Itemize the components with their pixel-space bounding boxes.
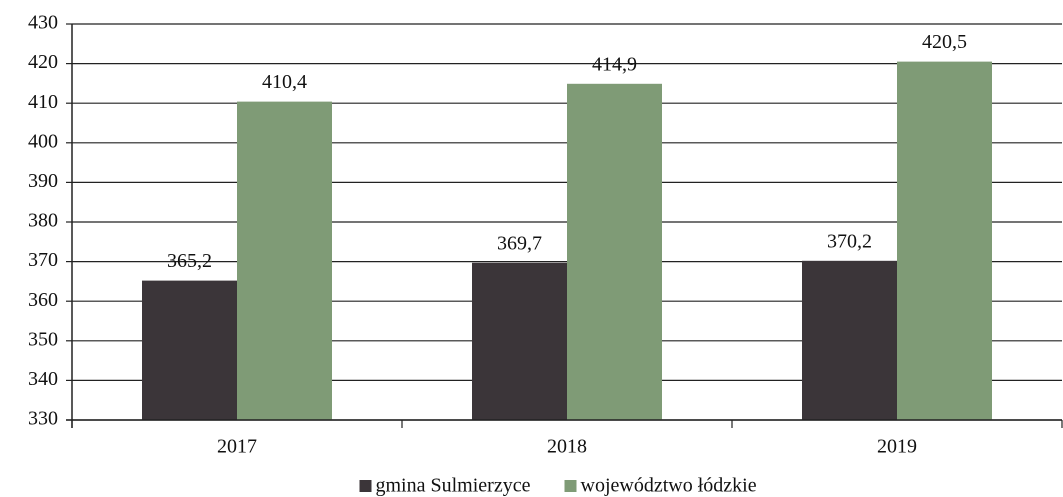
value-label: 414,9 — [592, 53, 637, 75]
bar — [567, 83, 662, 421]
bar — [237, 101, 332, 420]
bar — [142, 280, 237, 420]
value-label: 420,5 — [922, 31, 967, 53]
legend-swatch — [359, 480, 372, 492]
y-tick-label: 370 — [28, 249, 58, 271]
x-tick-label: 2017 — [217, 436, 257, 458]
value-label: 369,7 — [497, 232, 542, 254]
y-tick-label: 410 — [28, 91, 58, 113]
value-label: 370,2 — [827, 230, 872, 252]
y-tick-label: 400 — [28, 130, 58, 152]
y-tick-label: 430 — [28, 12, 58, 34]
y-tick-label: 380 — [28, 210, 58, 232]
x-tick-label: 2019 — [877, 436, 917, 458]
legend-label: województwo łódzkie — [581, 475, 757, 497]
y-tick-label: 390 — [28, 170, 58, 192]
bar — [802, 260, 897, 420]
bar — [897, 61, 992, 421]
value-label: 410,4 — [262, 71, 307, 93]
value-label: 365,2 — [167, 250, 212, 272]
y-tick-label: 420 — [28, 51, 58, 73]
y-tick-label: 340 — [28, 368, 58, 390]
legend-swatch — [564, 480, 577, 492]
bar — [472, 262, 567, 420]
y-tick-label: 330 — [28, 408, 58, 430]
legend-label: gmina Sulmierzyce — [376, 475, 531, 497]
y-tick-label: 360 — [28, 289, 58, 311]
x-tick-label: 2018 — [547, 436, 587, 458]
y-tick-label: 350 — [28, 328, 58, 350]
